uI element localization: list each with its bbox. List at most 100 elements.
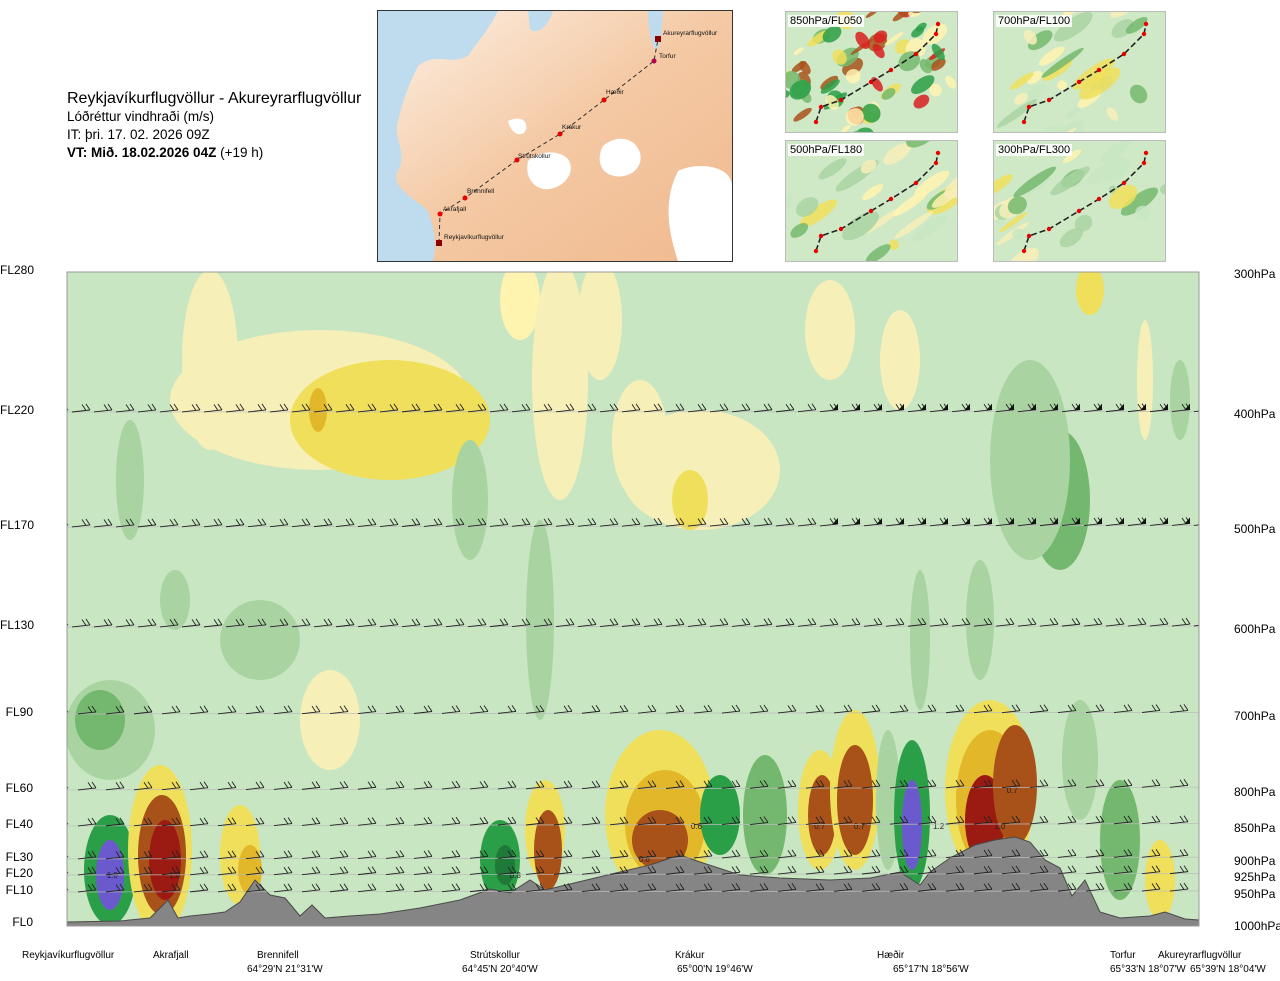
wind-barb [665,517,685,527]
wind-barb [1001,849,1021,858]
wind-barb [385,866,405,876]
wind-barb [885,517,905,527]
wind-barb [951,403,971,413]
route-map-svg: Akureyrarflugvöllur Torfur Hæðir Krákur … [378,11,732,261]
thumb-field [845,108,864,126]
wind-barb [917,865,937,875]
wind-barb [379,403,399,413]
route-marker-reykjavik [436,240,442,246]
wind-barb [225,403,245,413]
wind-barb [511,618,531,628]
value-annotation: 1.0 [169,871,181,880]
thumb-field [1041,47,1084,78]
velocity-blob [966,560,994,680]
thumb-field [999,212,1028,233]
wind-barb [842,272,846,273]
wind-barb [1057,779,1077,788]
velocity-blob [532,272,588,500]
wind-barb [468,272,472,273]
value-annotation: 0.6 [691,822,703,831]
value-annotation: 0.6 [639,855,651,864]
wind-barb [577,618,597,627]
wind-barb [137,618,157,628]
thumb-300[interactable]: 300hPa/FL300 [993,140,1166,262]
thumb-route-marker [888,67,894,73]
value-annotation: 1.2 [933,822,945,831]
thumb-field [1120,187,1159,216]
wind-barb [749,883,769,892]
wind-barb [637,883,657,892]
wind-barb [637,704,657,714]
wind-barb [247,518,267,528]
thumb-field [1010,72,1034,90]
wind-barb [77,817,97,827]
thumb-route-marker [1021,119,1027,125]
wind-barb [1113,849,1133,858]
wind-barb [553,866,573,875]
thumb-field [883,143,911,165]
pressure-label: 600hPa [1234,622,1276,636]
thumb-field [861,103,881,123]
thumb-850[interactable]: 850hPa/FL050 [785,11,958,133]
thumb-500-map [786,141,957,261]
thumb-field [1125,16,1148,34]
wind-barb [133,866,153,876]
thumb-field [864,207,901,234]
thumb-field [894,211,933,239]
velocity-blob [116,420,144,540]
wind-barb [385,817,405,826]
wind-barb [357,403,377,413]
wind-barb [577,518,597,527]
thumb-700[interactable]: 700hPa/FL100 [993,11,1166,133]
wind-barb [1193,524,1199,526]
wind-barb [424,272,428,273]
wind-barb [609,849,629,859]
map-label-torfur: Torfur [659,53,676,60]
wind-barb [385,705,405,714]
wind-barb [160,272,164,273]
wind-barb [805,883,825,892]
plot-frame [66,271,1200,927]
wind-barb [609,866,629,875]
wind-barb [133,705,153,715]
thumb-route-marker [1046,226,1052,232]
wind-barb [1084,272,1088,273]
wind-barb [105,850,125,860]
thumb-field [931,43,945,61]
thumb-500[interactable]: 500hPa/FL180 [785,140,958,262]
thumb-field [907,12,922,18]
wind-barb [693,704,713,714]
thumb-field [799,60,811,75]
wind-barb [1194,272,1198,273]
fl-label: FL170 [0,518,35,532]
velocity-blob [1170,360,1190,440]
thumb-field [892,190,929,217]
velocity-blob [1100,780,1140,900]
wind-barb [1061,403,1081,413]
wind-barb [137,403,157,413]
wind-barb [245,817,265,827]
wind-barb [1017,517,1037,527]
pressure-label: 500hPa [1234,522,1276,536]
wind-barb [929,617,949,627]
wind-barb [945,882,965,892]
wind-barb [1085,865,1105,875]
wind-barb [665,849,685,859]
thumb-field [832,49,847,65]
route-marker-brennifell [462,195,468,201]
wind-barb [497,705,517,714]
wind-barb [995,617,1015,627]
wind-barb [693,780,713,789]
thumb-field [1108,184,1138,210]
wind-barb [995,517,1015,527]
wind-barb [105,781,125,791]
thumb-field [1008,247,1040,261]
wind-barb [335,618,355,628]
thumb-field [1129,84,1148,104]
wind-barb [687,517,707,527]
wind-barb [1169,704,1189,713]
wind-barb [357,866,377,876]
wind-barb [357,850,377,859]
wind-barb [50,264,68,272]
